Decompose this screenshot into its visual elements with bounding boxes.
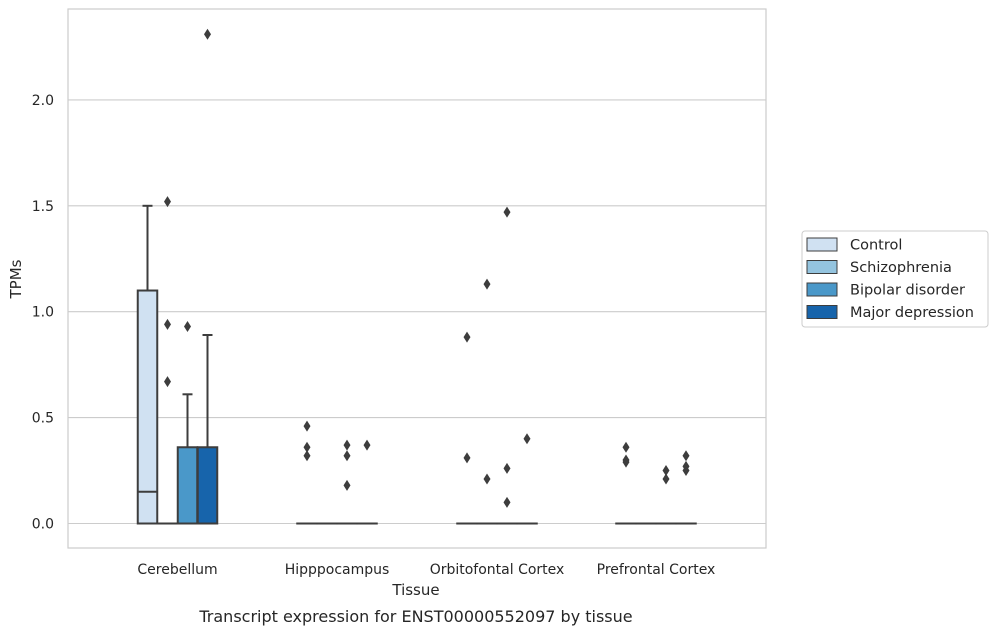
outlier-point xyxy=(503,496,511,508)
legend-swatch xyxy=(806,237,838,252)
y-tick-label: 0.5 xyxy=(32,411,54,427)
y-tick-label: 0.0 xyxy=(32,517,54,533)
box-plots xyxy=(136,28,697,525)
legend-label: Control xyxy=(850,238,902,254)
outlier-point xyxy=(622,456,630,468)
box-schizophrenia xyxy=(156,196,179,525)
y-ticks: 0.0 0.5 1.0 1.5 2.0 xyxy=(32,93,54,533)
legend-swatch xyxy=(806,282,838,297)
box-bipolar-disorder xyxy=(496,206,518,525)
outlier-point xyxy=(523,433,531,445)
outlier-point xyxy=(363,439,371,451)
legend: Control Schizophrenia Bipolar disorder Majo… xyxy=(801,230,989,328)
outlier-point xyxy=(483,473,491,485)
box-control xyxy=(296,420,318,525)
box-major-depression xyxy=(516,433,538,525)
outlier-point xyxy=(343,439,351,451)
box-schizophrenia xyxy=(476,278,498,525)
chart-caption: Transcript expression for ENST0000055209… xyxy=(198,607,632,626)
outlier-point xyxy=(303,450,311,462)
y-tick-label: 1.0 xyxy=(32,305,54,321)
x-tick-label: Cerebellum xyxy=(137,562,217,578)
box-major-depression xyxy=(675,450,697,525)
outlier-point xyxy=(463,331,471,343)
gridlines xyxy=(68,99,766,525)
x-tick-label: Hipppocampus xyxy=(285,562,390,578)
x-ticks: Cerebellum Hipppocampus Orbitofontal Corte… xyxy=(137,562,715,578)
outlier-point xyxy=(503,462,511,474)
y-tick-label: 2.0 xyxy=(32,93,54,109)
outlier-point xyxy=(303,441,311,453)
outlier-point xyxy=(483,278,491,290)
outlier-point xyxy=(622,441,630,453)
y-axis-label: TPMs xyxy=(7,259,25,299)
box-major-depression xyxy=(196,28,219,525)
box xyxy=(136,289,159,525)
box xyxy=(196,446,219,525)
outlier-point xyxy=(204,28,211,40)
box xyxy=(176,446,199,525)
legend-label: Schizophrenia xyxy=(850,260,952,276)
outlier-point xyxy=(682,465,690,477)
x-axis-label: Tissue xyxy=(391,581,439,599)
outlier-point xyxy=(662,465,670,477)
y-tick-label: 1.5 xyxy=(32,199,54,215)
box-bipolar-disorder xyxy=(176,321,199,525)
outlier-point xyxy=(164,196,171,208)
x-tick-label: Prefrontal Cortex xyxy=(597,562,716,578)
outlier-point xyxy=(303,420,311,432)
box-major-depression xyxy=(356,439,378,525)
outlier-point xyxy=(343,479,351,491)
legend-label: Major depression xyxy=(850,305,974,321)
legend-label: Bipolar disorder xyxy=(850,283,965,299)
outlier-point xyxy=(503,206,511,218)
outlier-point xyxy=(463,452,471,464)
box-control xyxy=(136,204,159,525)
outlier-point xyxy=(184,321,191,333)
outlier-point xyxy=(682,450,690,462)
x-tick-label: Orbitofontal Cortex xyxy=(430,562,565,578)
plot-frame xyxy=(67,8,767,549)
box-control xyxy=(615,441,637,525)
outlier-point xyxy=(164,318,171,330)
outlier-point xyxy=(164,376,171,388)
box-control xyxy=(456,331,478,525)
box-bipolar-disorder xyxy=(336,439,358,525)
legend-swatch xyxy=(806,305,838,319)
outlier-point xyxy=(343,450,351,462)
outlier-point xyxy=(662,473,670,485)
legend-swatch xyxy=(806,260,838,274)
legend-frame xyxy=(801,230,989,328)
box-bipolar-disorder xyxy=(655,465,677,525)
